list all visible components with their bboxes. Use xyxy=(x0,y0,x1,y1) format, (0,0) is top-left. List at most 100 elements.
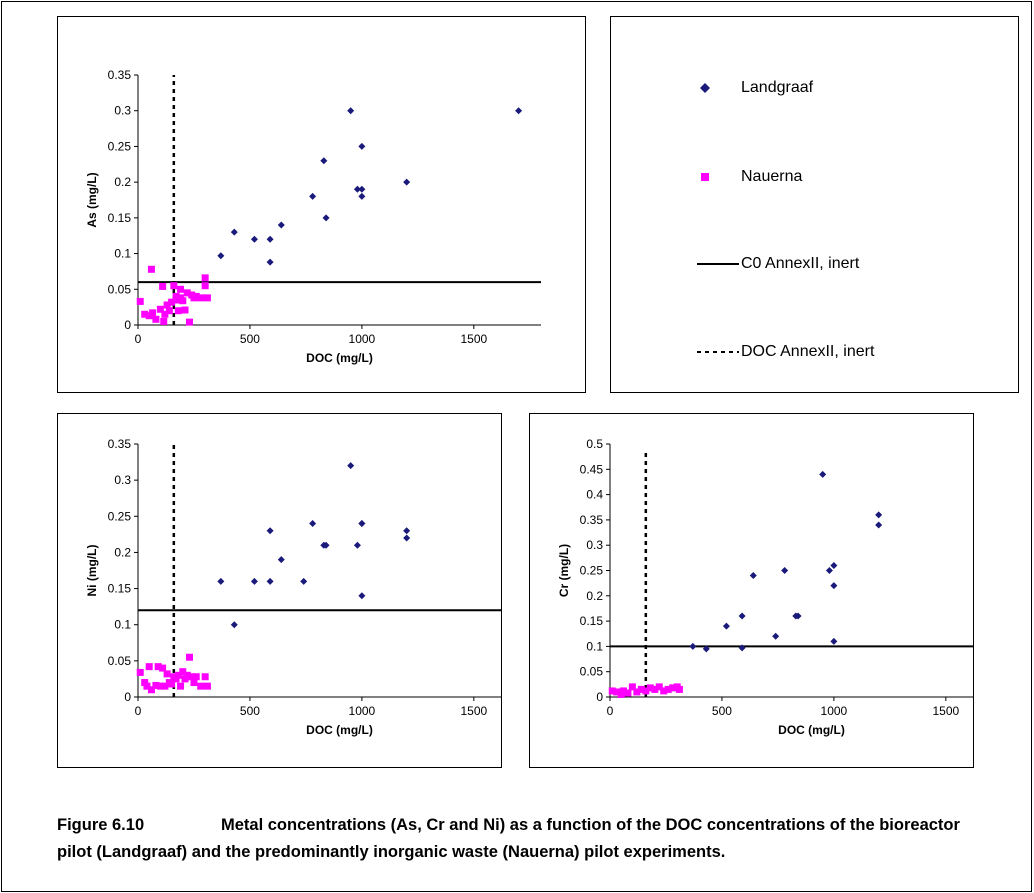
nauerna-data-point xyxy=(642,687,650,695)
y-tick-label: 0 xyxy=(596,690,603,704)
nauerna-data-point xyxy=(147,265,155,273)
nauerna-data-point xyxy=(669,684,677,692)
nauerna-data-point xyxy=(156,305,164,313)
x-tick-label: 1000 xyxy=(349,332,376,346)
x-tick-label: 1000 xyxy=(349,704,376,718)
nauerna-data-point xyxy=(170,282,178,290)
nauerna-data-point xyxy=(675,685,683,693)
nauerna-data-point xyxy=(172,292,180,300)
landgraaf-data-point xyxy=(266,258,274,266)
nauerna-data-point xyxy=(161,310,169,318)
nauerna-data-point xyxy=(154,663,162,671)
nauerna-data-point xyxy=(201,673,209,681)
nauerna-data-point xyxy=(156,682,164,690)
nauerna-data-point xyxy=(637,685,645,693)
x-tick-label: 500 xyxy=(240,332,260,346)
nauerna-data-point xyxy=(203,682,211,690)
legend-label-c0-annexii: C0 AnnexII, inert xyxy=(741,255,860,272)
y-tick-label: 0.15 xyxy=(580,614,604,628)
legend-label-doc-annexii: DOC AnnexII, inert xyxy=(741,343,875,360)
nauerna-data-point xyxy=(197,682,205,690)
landgraaf-data-point xyxy=(266,577,274,585)
landgraaf-data-point xyxy=(749,572,757,580)
nauerna-data-point xyxy=(136,297,144,305)
landgraaf-data-point xyxy=(347,107,355,115)
nauerna-data-point xyxy=(179,297,187,305)
nauerna-square-marker xyxy=(701,173,709,181)
nauerna-data-point xyxy=(174,671,182,679)
y-tick-label: 0.35 xyxy=(108,68,132,82)
y-tick-label: 0.1 xyxy=(114,247,131,261)
landgraaf-data-point xyxy=(322,214,330,222)
y-tick-label: 0.2 xyxy=(114,545,131,559)
nauerna-data-point xyxy=(149,309,157,317)
legend-label-nauerna: Nauerna xyxy=(741,168,803,185)
landgraaf-data-point xyxy=(722,622,730,630)
landgraaf-data-point xyxy=(277,221,285,229)
as-scatter-chart: 0 0.05 0.1 0.15 0.2 0.25 0.3 0.35 0 500 1000 1500 DO… xyxy=(85,68,541,365)
landgraaf-data-point xyxy=(217,577,225,585)
nauerna-data-point xyxy=(181,675,189,683)
legend-item-doc-line: DOC AnnexII, inert xyxy=(611,337,1018,367)
figure-number: Figure 6.10 xyxy=(57,816,145,834)
landgraaf-data-point xyxy=(772,632,780,640)
landgraaf-data-point xyxy=(702,645,710,653)
y-tick-label: 0.15 xyxy=(108,211,132,225)
y-tick-label: 0.25 xyxy=(108,509,132,523)
landgraaf-data-point xyxy=(819,470,827,478)
landgraaf-data-point xyxy=(738,644,746,652)
nauerna-data-point xyxy=(174,307,182,315)
nauerna-data-point xyxy=(660,687,668,695)
nauerna-data-point xyxy=(190,679,198,687)
x-tick-label: 0 xyxy=(607,704,614,718)
x-axis-label: DOC (mg/L) xyxy=(778,723,845,737)
y-tick-label: 0 xyxy=(124,318,131,332)
landgraaf-data-point xyxy=(358,185,366,193)
nauerna-data-point xyxy=(619,687,627,695)
landgraaf-data-point xyxy=(358,520,366,528)
nauerna-data-point xyxy=(152,315,160,323)
nauerna-data-point xyxy=(201,282,209,290)
nauerna-data-point xyxy=(141,310,149,318)
nauerna-data-point xyxy=(136,668,144,676)
legend-label-landgraaf: Landgraaf xyxy=(741,79,814,96)
legend-item-nauerna: Nauerna xyxy=(611,162,1018,192)
nauerna-data-point xyxy=(624,689,632,697)
nauerna-data-point xyxy=(152,681,160,689)
landgraaf-data-point xyxy=(322,541,330,549)
landgraaf-data-point xyxy=(250,235,258,243)
nauerna-data-point xyxy=(163,670,171,678)
nauerna-data-point xyxy=(633,688,641,696)
landgraaf-data-point xyxy=(403,534,411,542)
landgraaf-data-point xyxy=(230,228,238,236)
nauerna-data-point xyxy=(159,282,167,290)
landgraaf-data-point xyxy=(825,567,833,574)
y-tick-label: 0.3 xyxy=(114,104,131,118)
y-tick-label: 0.4 xyxy=(586,488,603,502)
nauerna-data-point xyxy=(168,680,176,688)
landgraaf-data-point xyxy=(830,582,838,590)
nauerna-data-point xyxy=(628,683,636,691)
landgraaf-data-point xyxy=(353,541,361,549)
nauerna-data-point xyxy=(177,285,185,293)
x-axis-label: DOC (mg/L) xyxy=(306,351,373,365)
landgraaf-data-point xyxy=(277,556,285,564)
nauerna-data-point xyxy=(177,682,185,690)
y-axis-label: As (mg/L) xyxy=(85,172,99,227)
y-tick-label: 0.05 xyxy=(580,665,604,679)
nauerna-data-point xyxy=(188,673,196,681)
nauerna-data-point xyxy=(651,685,659,693)
nauerna-data-point xyxy=(185,653,193,661)
x-tick-label: 0 xyxy=(135,704,142,718)
landgraaf-data-point xyxy=(353,185,361,193)
cr-chart-panel: 0 0.05 0.1 0.15 0.2 0.25 0.3 0.35 0.4 0.45 0.5 0 500… xyxy=(529,413,974,768)
y-tick-label: 0.3 xyxy=(586,538,603,552)
y-tick-label: 0.45 xyxy=(580,462,604,476)
landgraaf-data-point xyxy=(830,637,838,645)
landgraaf-data-point xyxy=(403,178,411,186)
y-tick-label: 0.05 xyxy=(108,282,132,296)
landgraaf-data-point xyxy=(875,511,883,519)
landgraaf-data-point xyxy=(266,527,274,535)
nauerna-data-point xyxy=(201,274,209,282)
nauerna-data-point xyxy=(165,307,173,315)
